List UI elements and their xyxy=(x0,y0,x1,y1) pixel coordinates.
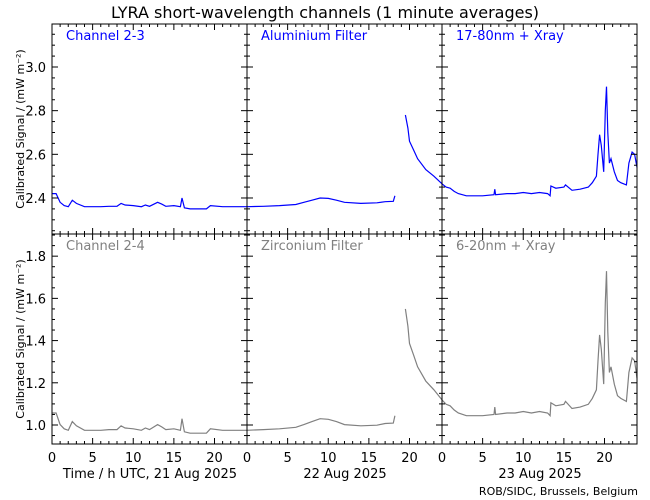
x-label-day1: Time / h UTC, 21 Aug 2025 xyxy=(62,467,237,482)
x-tick-label: 20 xyxy=(206,451,223,466)
x-tick-label: 15 xyxy=(361,451,378,466)
panel-label: 6-20nm + Xray xyxy=(456,239,556,254)
series-line-top xyxy=(52,86,638,210)
x-tick-label: 10 xyxy=(125,451,142,466)
y-tick-label: 2.4 xyxy=(25,192,46,207)
x-tick-label: 0 xyxy=(438,451,446,466)
x-tick-label: 20 xyxy=(401,451,418,466)
series-line-bottom xyxy=(52,271,638,434)
y-axis-label: Calibrated Signal / (mW m⁻²) xyxy=(14,259,27,418)
x-label-day3: 23 Aug 2025 xyxy=(498,467,581,482)
panel-label: 17-80nm + Xray xyxy=(456,29,564,44)
y-tick-label: 3.0 xyxy=(25,61,46,76)
x-tick-label: 5 xyxy=(88,451,96,466)
x-tick-label: 20 xyxy=(596,451,613,466)
y-tick-label: 1.2 xyxy=(25,377,46,392)
x-tick-label: 15 xyxy=(166,451,183,466)
x-tick-label: 0 xyxy=(48,451,56,466)
panel-label: Aluminium Filter xyxy=(261,29,368,44)
panel-label: Channel 2-4 xyxy=(66,239,145,254)
y-tick-label: 2.8 xyxy=(25,105,46,120)
y-axis-label: Calibrated Signal / (mW m⁻²) xyxy=(14,49,27,208)
credit: ROB/SIDC, Brussels, Belgium xyxy=(479,485,638,498)
y-tick-label: 1.6 xyxy=(25,292,46,307)
y-tick-label: 2.6 xyxy=(25,148,46,163)
x-label-day2: 22 Aug 2025 xyxy=(303,467,386,482)
x-tick-label: 5 xyxy=(283,451,291,466)
x-tick-label: 10 xyxy=(320,451,337,466)
y-tick-label: 1.4 xyxy=(25,335,46,350)
x-tick-label: 5 xyxy=(478,451,486,466)
x-tick-label: 15 xyxy=(556,451,573,466)
panel-frame xyxy=(246,233,443,445)
chart-title: LYRA short-wavelength channels (1 minute… xyxy=(111,3,539,22)
y-tick-label: 1.8 xyxy=(25,250,46,265)
x-tick-label: 0 xyxy=(243,451,251,466)
y-tick-label: 1.0 xyxy=(25,419,46,434)
panel-frame xyxy=(51,233,248,445)
x-tick-label: 10 xyxy=(515,451,532,466)
panel-label: Zirconium Filter xyxy=(261,239,363,254)
panel-label: Channel 2-3 xyxy=(66,29,145,44)
panel-frame xyxy=(51,23,248,235)
